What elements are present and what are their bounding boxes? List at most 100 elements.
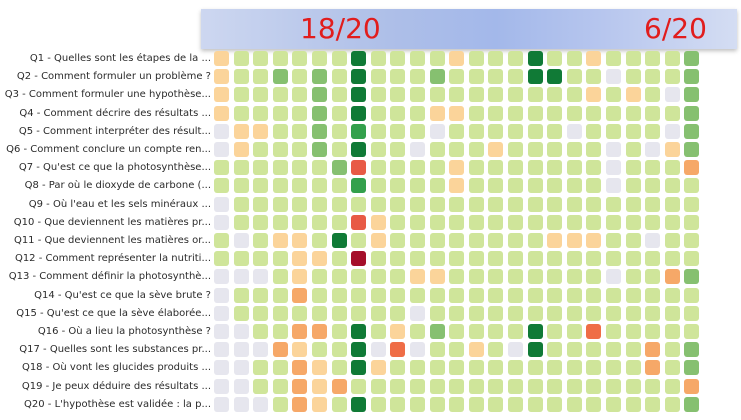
score-cell[interactable] — [468, 378, 484, 394]
score-cell[interactable] — [429, 69, 445, 85]
score-cell[interactable] — [390, 251, 406, 267]
score-cell[interactable] — [233, 51, 249, 66]
score-cell[interactable] — [527, 233, 543, 248]
score-cell[interactable] — [606, 178, 621, 194]
score-cell[interactable] — [586, 378, 602, 394]
score-cell[interactable] — [390, 233, 406, 248]
score-cell[interactable] — [547, 396, 563, 412]
score-cell[interactable] — [527, 123, 543, 139]
score-cell[interactable] — [547, 342, 563, 358]
score-cell[interactable] — [292, 360, 308, 376]
score-cell[interactable] — [684, 287, 700, 303]
score-cell[interactable] — [390, 342, 406, 358]
score-cell[interactable] — [449, 178, 465, 194]
score-cell[interactable] — [547, 87, 563, 103]
score-cell[interactable] — [292, 105, 308, 121]
score-cell[interactable] — [645, 233, 661, 248]
score-cell[interactable] — [449, 196, 465, 212]
score-cell[interactable] — [312, 269, 327, 285]
score-cell[interactable] — [684, 69, 700, 85]
score-cell[interactable] — [508, 251, 523, 267]
score-cell[interactable] — [468, 142, 484, 157]
score-cell[interactable] — [429, 178, 445, 194]
score-cell[interactable] — [606, 378, 621, 394]
score-cell[interactable] — [606, 87, 621, 103]
score-cell[interactable] — [272, 378, 288, 394]
score-cell[interactable] — [645, 214, 661, 230]
score-cell[interactable] — [449, 142, 465, 157]
score-cell[interactable] — [645, 160, 661, 176]
score-cell[interactable] — [606, 142, 621, 157]
score-cell[interactable] — [331, 160, 347, 176]
score-cell[interactable] — [449, 269, 465, 285]
score-cell[interactable] — [272, 360, 288, 376]
score-cell[interactable] — [233, 214, 249, 230]
score-cell[interactable] — [566, 287, 582, 303]
score-cell[interactable] — [449, 69, 465, 85]
score-cell[interactable] — [410, 287, 425, 303]
score-cell[interactable] — [645, 142, 661, 157]
score-cell[interactable] — [351, 105, 367, 121]
score-cell[interactable] — [488, 287, 504, 303]
score-cell[interactable] — [331, 87, 347, 103]
score-cell[interactable] — [508, 305, 523, 321]
score-cell[interactable] — [566, 396, 582, 412]
score-cell[interactable] — [586, 123, 602, 139]
score-cell[interactable] — [508, 51, 523, 66]
score-cell[interactable] — [684, 324, 700, 339]
score-cell[interactable] — [351, 196, 367, 212]
score-cell[interactable] — [370, 378, 386, 394]
score-cell[interactable] — [664, 233, 680, 248]
score-cell[interactable] — [684, 105, 700, 121]
score-cell[interactable] — [625, 178, 641, 194]
score-cell[interactable] — [625, 105, 641, 121]
score-cell[interactable] — [292, 251, 308, 267]
score-cell[interactable] — [253, 251, 269, 267]
score-cell[interactable] — [566, 324, 582, 339]
score-cell[interactable] — [527, 105, 543, 121]
score-cell[interactable] — [312, 396, 327, 412]
score-cell[interactable] — [664, 324, 680, 339]
score-cell[interactable] — [429, 287, 445, 303]
score-cell[interactable] — [684, 51, 700, 66]
score-cell[interactable] — [566, 142, 582, 157]
score-cell[interactable] — [410, 214, 425, 230]
score-cell[interactable] — [429, 342, 445, 358]
score-cell[interactable] — [233, 123, 249, 139]
score-cell[interactable] — [233, 160, 249, 176]
score-cell[interactable] — [370, 287, 386, 303]
score-cell[interactable] — [272, 87, 288, 103]
score-cell[interactable] — [684, 160, 700, 176]
score-cell[interactable] — [312, 178, 327, 194]
score-cell[interactable] — [488, 196, 504, 212]
score-cell[interactable] — [547, 233, 563, 248]
score-cell[interactable] — [272, 342, 288, 358]
score-cell[interactable] — [390, 378, 406, 394]
score-cell[interactable] — [606, 69, 621, 85]
score-cell[interactable] — [429, 378, 445, 394]
score-cell[interactable] — [390, 269, 406, 285]
score-cell[interactable] — [253, 51, 269, 66]
score-cell[interactable] — [488, 214, 504, 230]
score-cell[interactable] — [606, 360, 621, 376]
score-cell[interactable] — [586, 196, 602, 212]
score-cell[interactable] — [664, 196, 680, 212]
score-cell[interactable] — [606, 105, 621, 121]
score-cell[interactable] — [312, 160, 327, 176]
score-cell[interactable] — [292, 123, 308, 139]
score-cell[interactable] — [370, 251, 386, 267]
score-cell[interactable] — [253, 87, 269, 103]
score-cell[interactable] — [586, 324, 602, 339]
score-cell[interactable] — [214, 123, 229, 139]
score-cell[interactable] — [214, 51, 229, 66]
score-cell[interactable] — [272, 142, 288, 157]
score-cell[interactable] — [272, 396, 288, 412]
score-cell[interactable] — [566, 123, 582, 139]
score-cell[interactable] — [606, 251, 621, 267]
score-cell[interactable] — [272, 269, 288, 285]
score-cell[interactable] — [664, 360, 680, 376]
score-cell[interactable] — [664, 160, 680, 176]
score-cell[interactable] — [488, 233, 504, 248]
score-cell[interactable] — [684, 360, 700, 376]
score-cell[interactable] — [233, 360, 249, 376]
